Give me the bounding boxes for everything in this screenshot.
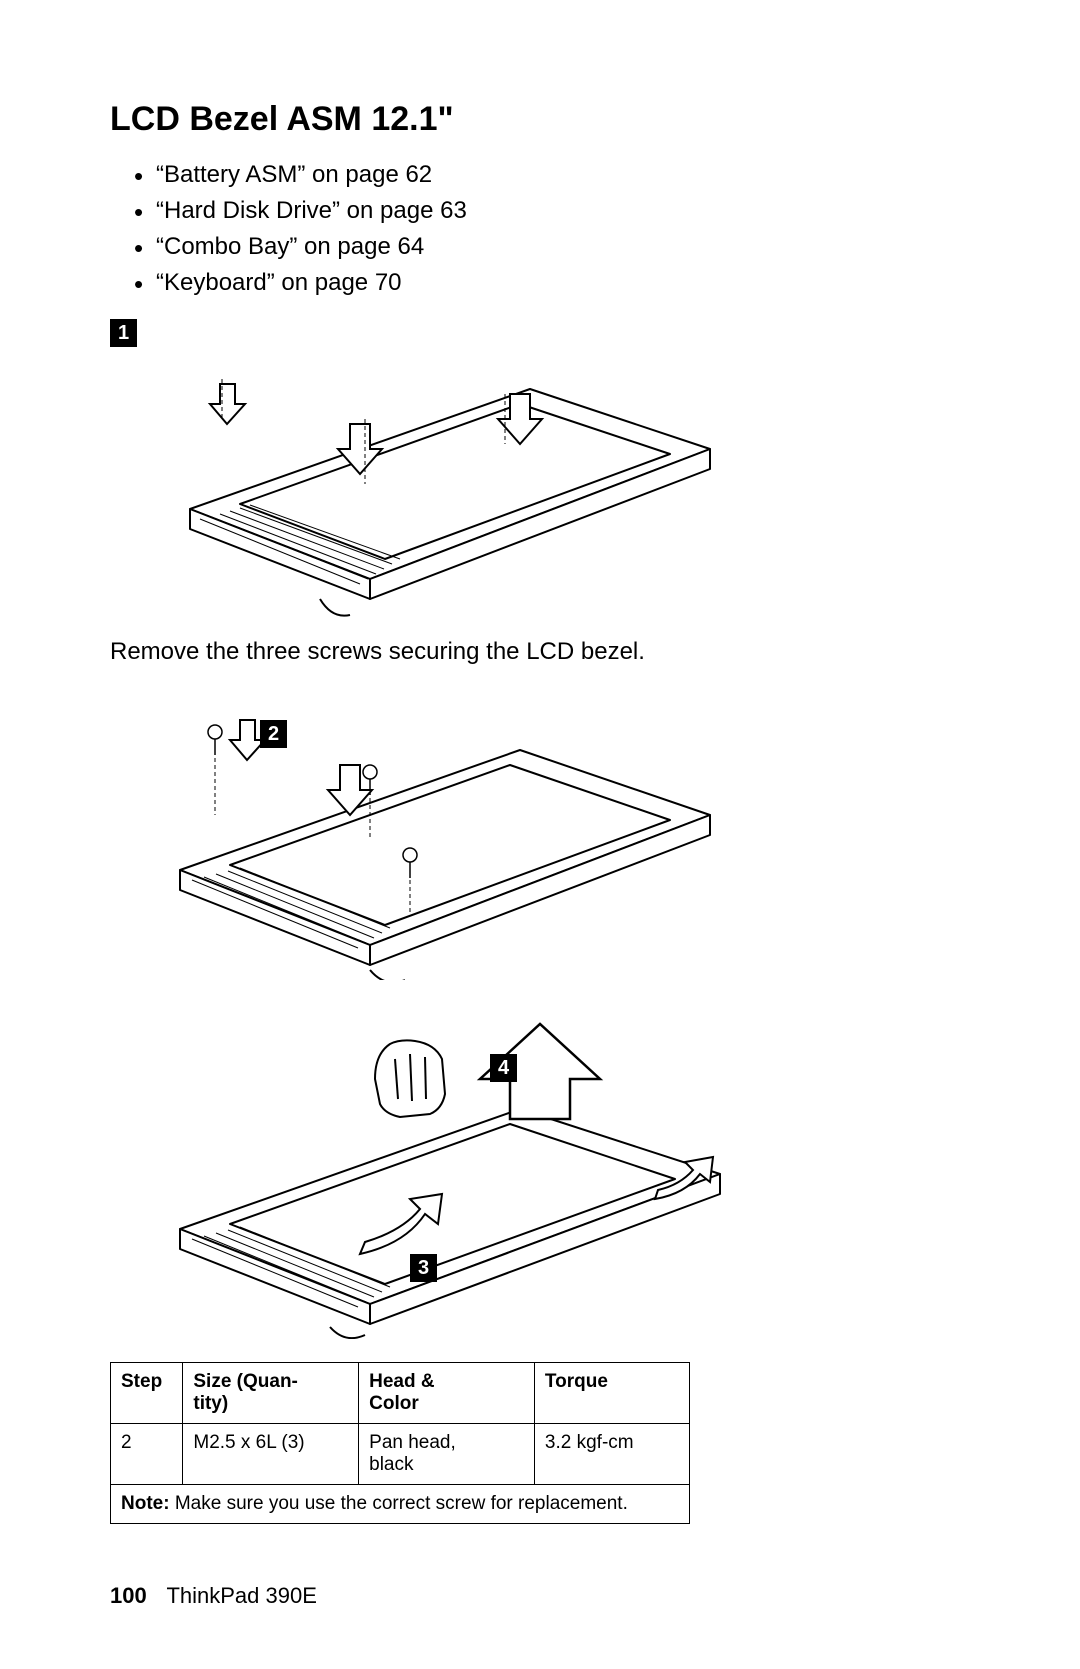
reference-item: “Keyboard” on page 70 xyxy=(134,265,990,301)
table-header: Step xyxy=(111,1363,183,1424)
note-label: Note: xyxy=(121,1493,170,1514)
diagram-2: 2 xyxy=(110,680,990,985)
reference-item: “Combo Bay” on page 64 xyxy=(134,229,990,265)
table-note-row: Note: Make sure you use the correct scre… xyxy=(111,1485,690,1524)
table-header: Head & Color xyxy=(359,1363,535,1424)
instruction-text: Remove the three screws securing the LCD… xyxy=(110,638,990,666)
table-cell: M2.5 x 6L (3) xyxy=(183,1424,359,1485)
table-header: Torque xyxy=(534,1363,689,1424)
table-header: Size (Quan- tity) xyxy=(183,1363,359,1424)
step-badge-1: 1 xyxy=(110,319,137,347)
page-number: 100 xyxy=(110,1583,147,1608)
reference-item: “Battery ASM” on page 62 xyxy=(134,157,990,193)
page-title: LCD Bezel ASM 12.1" xyxy=(110,100,990,139)
table-row: 2 M2.5 x 6L (3) Pan head, black 3.2 kgf-… xyxy=(111,1424,690,1485)
reference-item: “Hard Disk Drive” on page 63 xyxy=(134,193,990,229)
table-cell: 3.2 kgf-cm xyxy=(534,1424,689,1485)
step-badge-2: 2 xyxy=(260,720,287,748)
diagram-1: 1 xyxy=(110,319,990,624)
step-badge-3: 3 xyxy=(410,1254,437,1282)
reference-list: “Battery ASM” on page 62 “Hard Disk Driv… xyxy=(134,157,990,301)
page-footer: 100 ThinkPad 390E xyxy=(110,1583,317,1609)
table-cell: Pan head, black xyxy=(359,1424,535,1485)
doc-title: ThinkPad 390E xyxy=(166,1583,316,1608)
note-text: Make sure you use the correct screw for … xyxy=(175,1493,628,1514)
diagram-3: 4 3 xyxy=(110,999,990,1344)
screw-spec-table: Step Size (Quan- tity) Head & Color Torq… xyxy=(110,1362,690,1524)
table-cell: 2 xyxy=(111,1424,183,1485)
step-badge-4: 4 xyxy=(490,1054,517,1082)
